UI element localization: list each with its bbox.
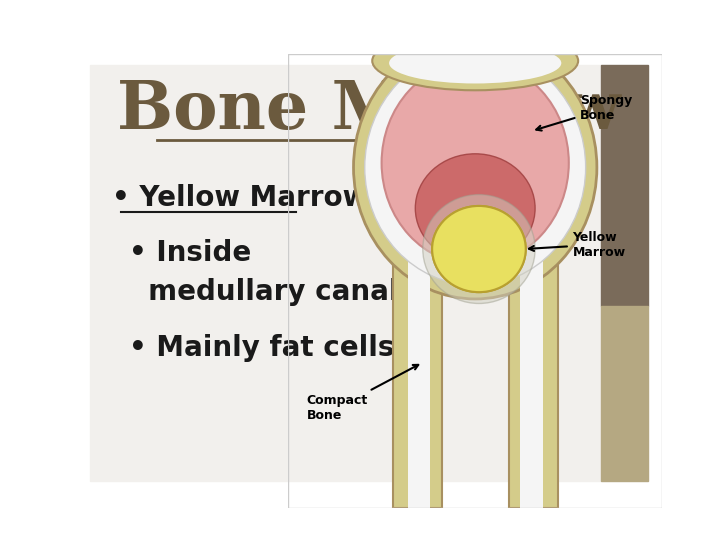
- Ellipse shape: [423, 194, 535, 303]
- Ellipse shape: [382, 61, 569, 265]
- Polygon shape: [393, 245, 441, 508]
- Polygon shape: [520, 245, 543, 508]
- Bar: [600, 306, 648, 481]
- Text: • Mainly fat cells: • Mainly fat cells: [129, 334, 395, 362]
- Ellipse shape: [432, 206, 526, 292]
- Ellipse shape: [365, 50, 585, 285]
- Text: Yellow
Marrow: Yellow Marrow: [529, 231, 626, 259]
- Text: • Yellow Marrow: • Yellow Marrow: [112, 184, 369, 212]
- Text: • Inside
  medullary canal: • Inside medullary canal: [129, 239, 399, 306]
- Text: Compact
Bone: Compact Bone: [307, 365, 418, 422]
- Ellipse shape: [372, 31, 578, 90]
- Text: Bone Marrow: Bone Marrow: [117, 78, 621, 143]
- Ellipse shape: [415, 154, 535, 262]
- Polygon shape: [509, 245, 557, 508]
- Text: Spongy
Bone: Spongy Bone: [536, 94, 632, 131]
- Bar: [600, 65, 648, 306]
- Ellipse shape: [354, 36, 597, 299]
- Ellipse shape: [389, 43, 562, 84]
- Ellipse shape: [432, 206, 526, 292]
- Polygon shape: [408, 245, 431, 508]
